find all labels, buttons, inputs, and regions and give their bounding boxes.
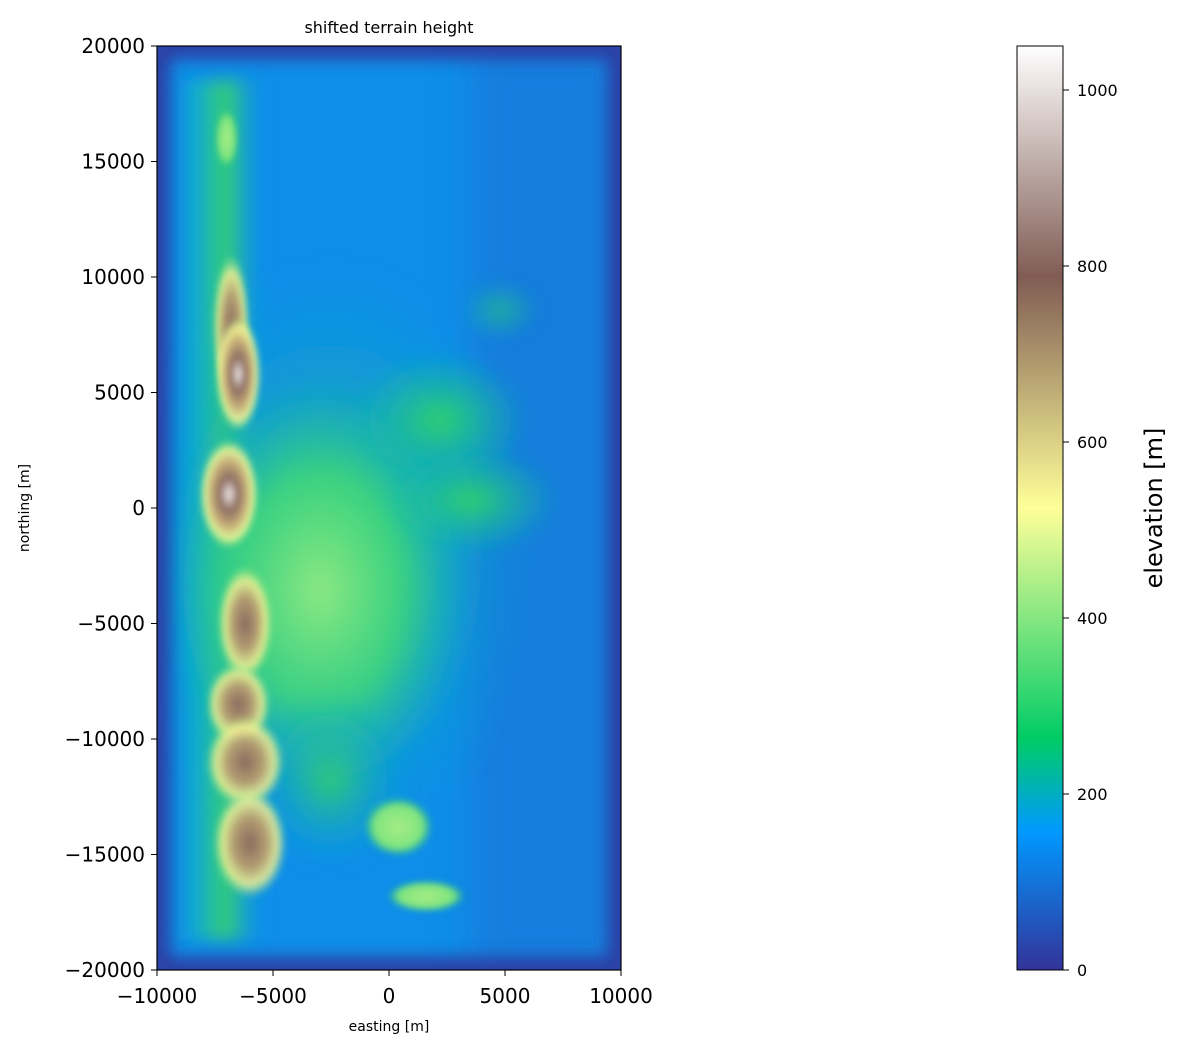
y-tick-label: −15000 — [65, 843, 145, 867]
terrain-ridge — [215, 316, 262, 432]
x-tick-label: 10000 — [589, 984, 653, 1008]
colorbar-ticks: 0 200 400 600 800 1000 — [1063, 81, 1118, 980]
x-tick-label: −5000 — [239, 984, 307, 1008]
x-axis: −10000 −5000 0 5000 10000 — [117, 970, 653, 1008]
terrain-features — [198, 108, 466, 913]
terrain-heatmap — [157, 46, 621, 970]
terrain-ridge — [212, 787, 287, 899]
terrain-ridge — [198, 438, 260, 550]
colorbar-tick-label: 1000 — [1077, 81, 1118, 100]
y-tick-label: 10000 — [81, 265, 145, 289]
colorbar-tick-label: 200 — [1077, 785, 1108, 804]
colorbar-gradient — [1016, 45, 1064, 971]
x-tick-label: 0 — [383, 984, 396, 1008]
y-tick-label: −10000 — [65, 727, 145, 751]
colorbar-tick-label: 0 — [1077, 961, 1087, 980]
colorbar: 0 200 400 600 800 1000 elevation [m] — [1016, 45, 1168, 980]
colorbar-tick-label: 400 — [1077, 609, 1108, 628]
terrain-hill — [386, 879, 466, 913]
colorbar-tick-label: 800 — [1077, 257, 1108, 276]
y-tick-label: 15000 — [81, 150, 145, 174]
terrain-hill — [363, 796, 434, 857]
colorbar-label: elevation [m] — [1140, 428, 1168, 589]
colorbar-tick-label: 600 — [1077, 433, 1108, 452]
y-tick-label: 0 — [132, 496, 145, 520]
y-tick-label: −20000 — [65, 958, 145, 982]
x-tick-label: −10000 — [117, 984, 197, 1008]
terrain-ridge — [205, 715, 285, 809]
x-axis-label: easting [m] — [349, 1019, 430, 1035]
y-tick-label: 5000 — [94, 381, 145, 405]
y-tick-label: 20000 — [81, 34, 145, 58]
terrain-ridge — [217, 565, 273, 682]
x-tick-label: 5000 — [480, 984, 531, 1008]
terrain-ridge — [215, 108, 239, 169]
y-tick-label: −5000 — [77, 612, 145, 636]
y-axis: −20000 −15000 −10000 −5000 0 5000 10000 15000 20… — [65, 34, 157, 982]
chart-title: shifted terrain height — [304, 18, 473, 37]
y-axis-label: northing [m] — [17, 464, 33, 552]
